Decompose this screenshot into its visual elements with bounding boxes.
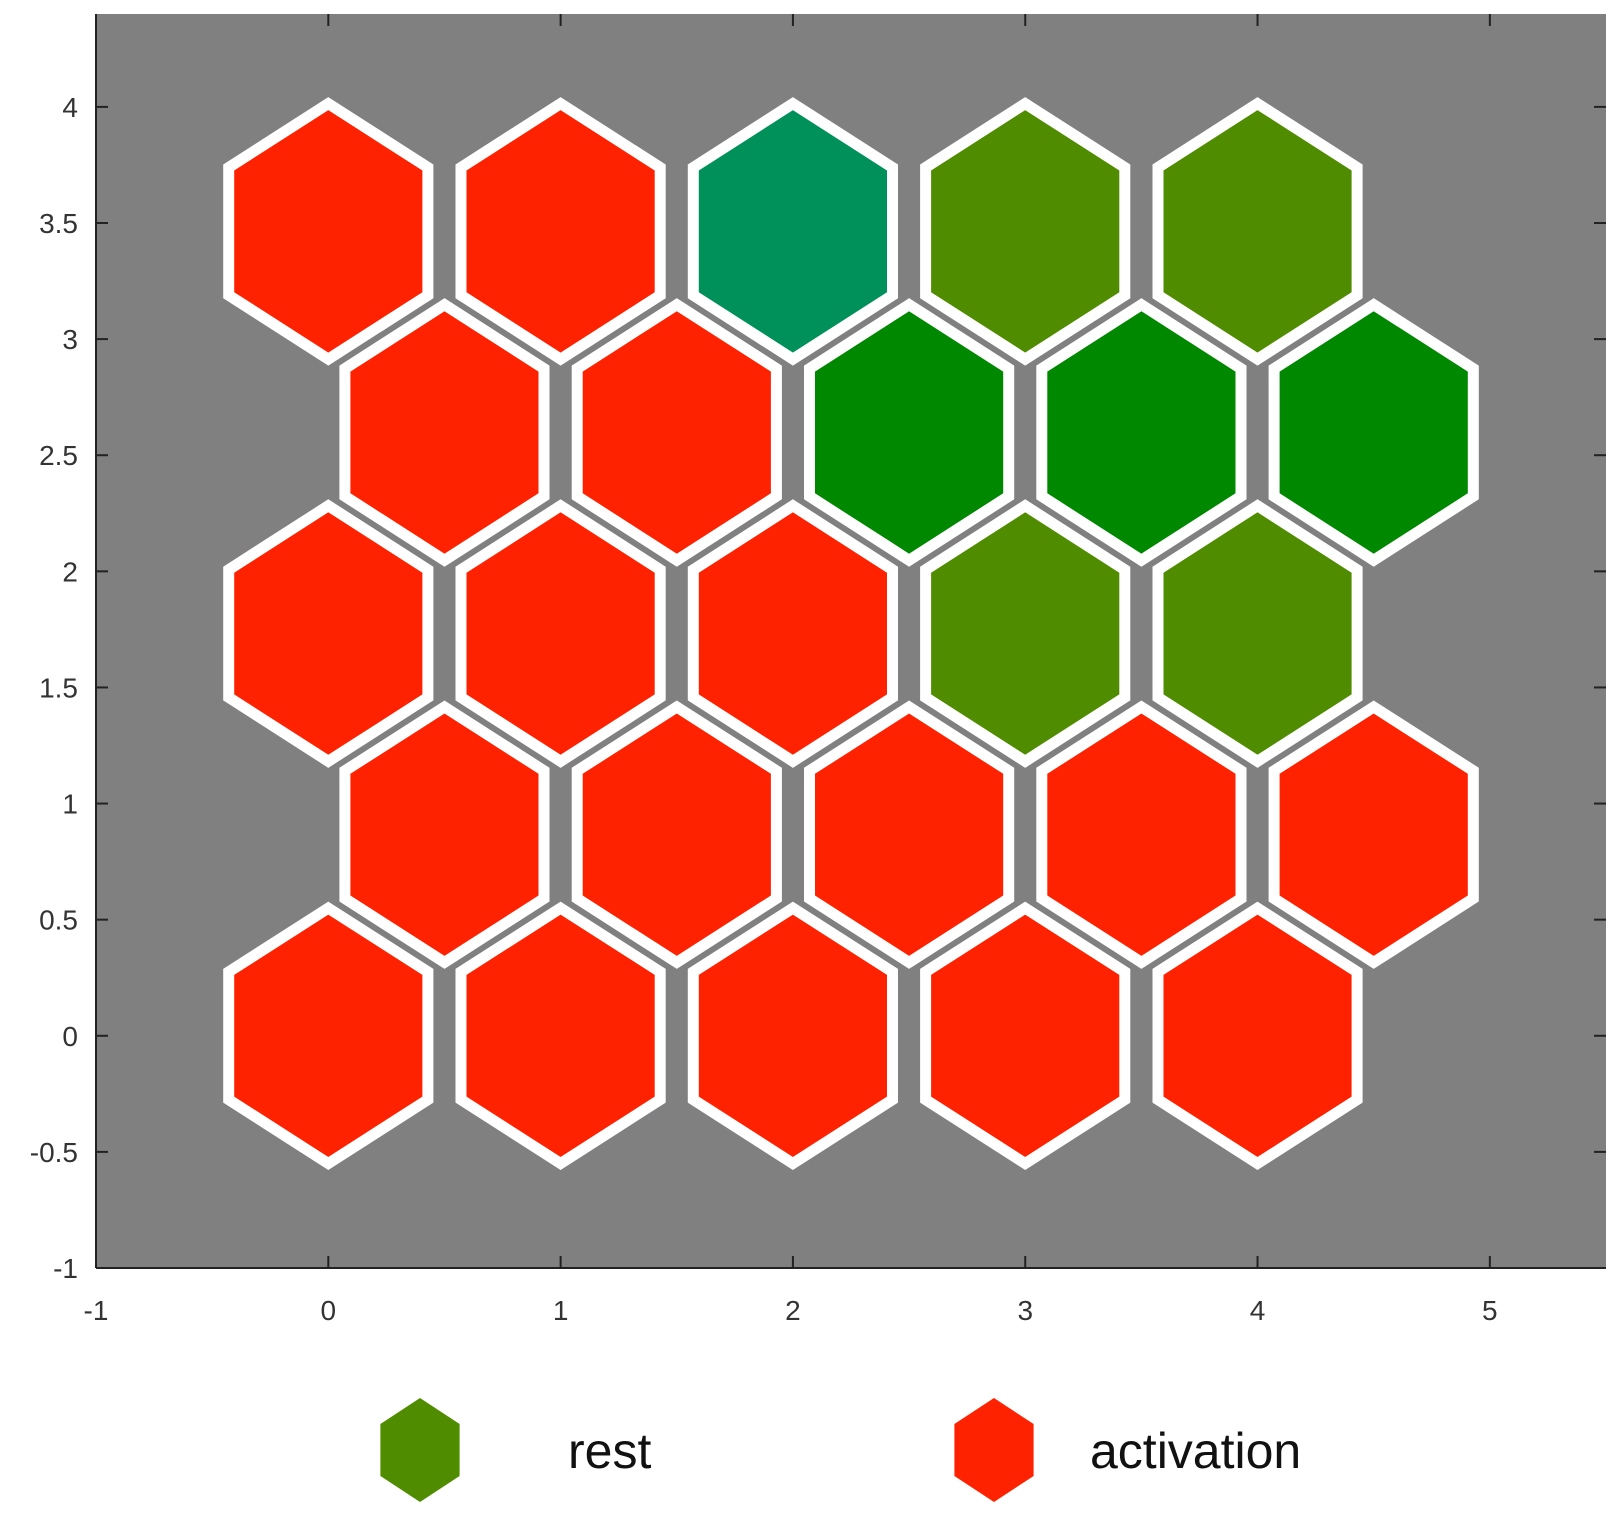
y-tick-label: 0.5 [39,905,78,936]
hex-cell-dark_green [1268,298,1479,567]
hex-cell-rest [1152,97,1363,366]
y-tick-label: -0.5 [30,1137,78,1168]
legend: rest activation [380,1398,1301,1502]
hex-cell-activation [339,700,550,969]
hex-cell-activation [687,901,898,1171]
y-tick-label: 1 [62,789,78,820]
axes: -1 0 1 2 3 4 5 -1 -0.5 0 0.5 1 1.5 2 2.5 3 3.5 4 [30,14,1606,1326]
x-tick-label: 3 [1017,1295,1033,1326]
y-tick-label: 3.5 [39,208,78,239]
x-tick-label: 0 [321,1295,337,1326]
hex-cell-activation [687,499,898,768]
legend-label-activation: activation [1090,1423,1301,1479]
hex-cell-rest [1152,499,1363,768]
hex-cell-activation [804,700,1015,969]
hex-cell-rest [920,97,1131,366]
y-tick-label: 1.5 [39,672,78,703]
hex-cell-activation [223,499,434,768]
y-tick-label: 2.5 [39,440,78,471]
hex-cell-activation [920,901,1131,1171]
hex-cell-activation [1152,901,1363,1171]
x-tick-label: 4 [1250,1295,1266,1326]
y-tick-label: 3 [62,324,78,355]
hex-cell-rest [920,499,1131,768]
hex-cell-activation [223,97,434,366]
hex-cell-activation [455,901,666,1171]
hex-cell-activation [1268,700,1479,969]
y-tick-label: 2 [62,556,78,587]
y-tick-label: 4 [62,92,78,123]
y-tick-label: -1 [53,1253,78,1284]
x-tick-label: 1 [553,1295,569,1326]
x-tick-label: 2 [785,1295,801,1326]
y-tick-label: 0 [62,1021,78,1052]
legend-label-rest: rest [568,1423,651,1479]
hex-cell-dark_green [804,298,1015,567]
hex-cell-dark_green [1036,298,1247,567]
hex-cell-activation [571,700,782,969]
hex-cells [223,97,1479,1171]
hex-cell-activation [223,901,434,1171]
legend-swatch-rest [380,1398,460,1502]
hex-cell-activation [571,298,782,567]
legend-swatch-activation [954,1398,1034,1502]
hex-cell-teal_green [687,97,898,366]
hex-cell-activation [455,97,666,366]
hex-cell-activation [1036,700,1247,969]
hex-cell-activation [339,298,550,567]
x-tick-label: -1 [84,1295,109,1326]
hex-cell-activation [455,499,666,768]
x-tick-label: 5 [1482,1295,1498,1326]
